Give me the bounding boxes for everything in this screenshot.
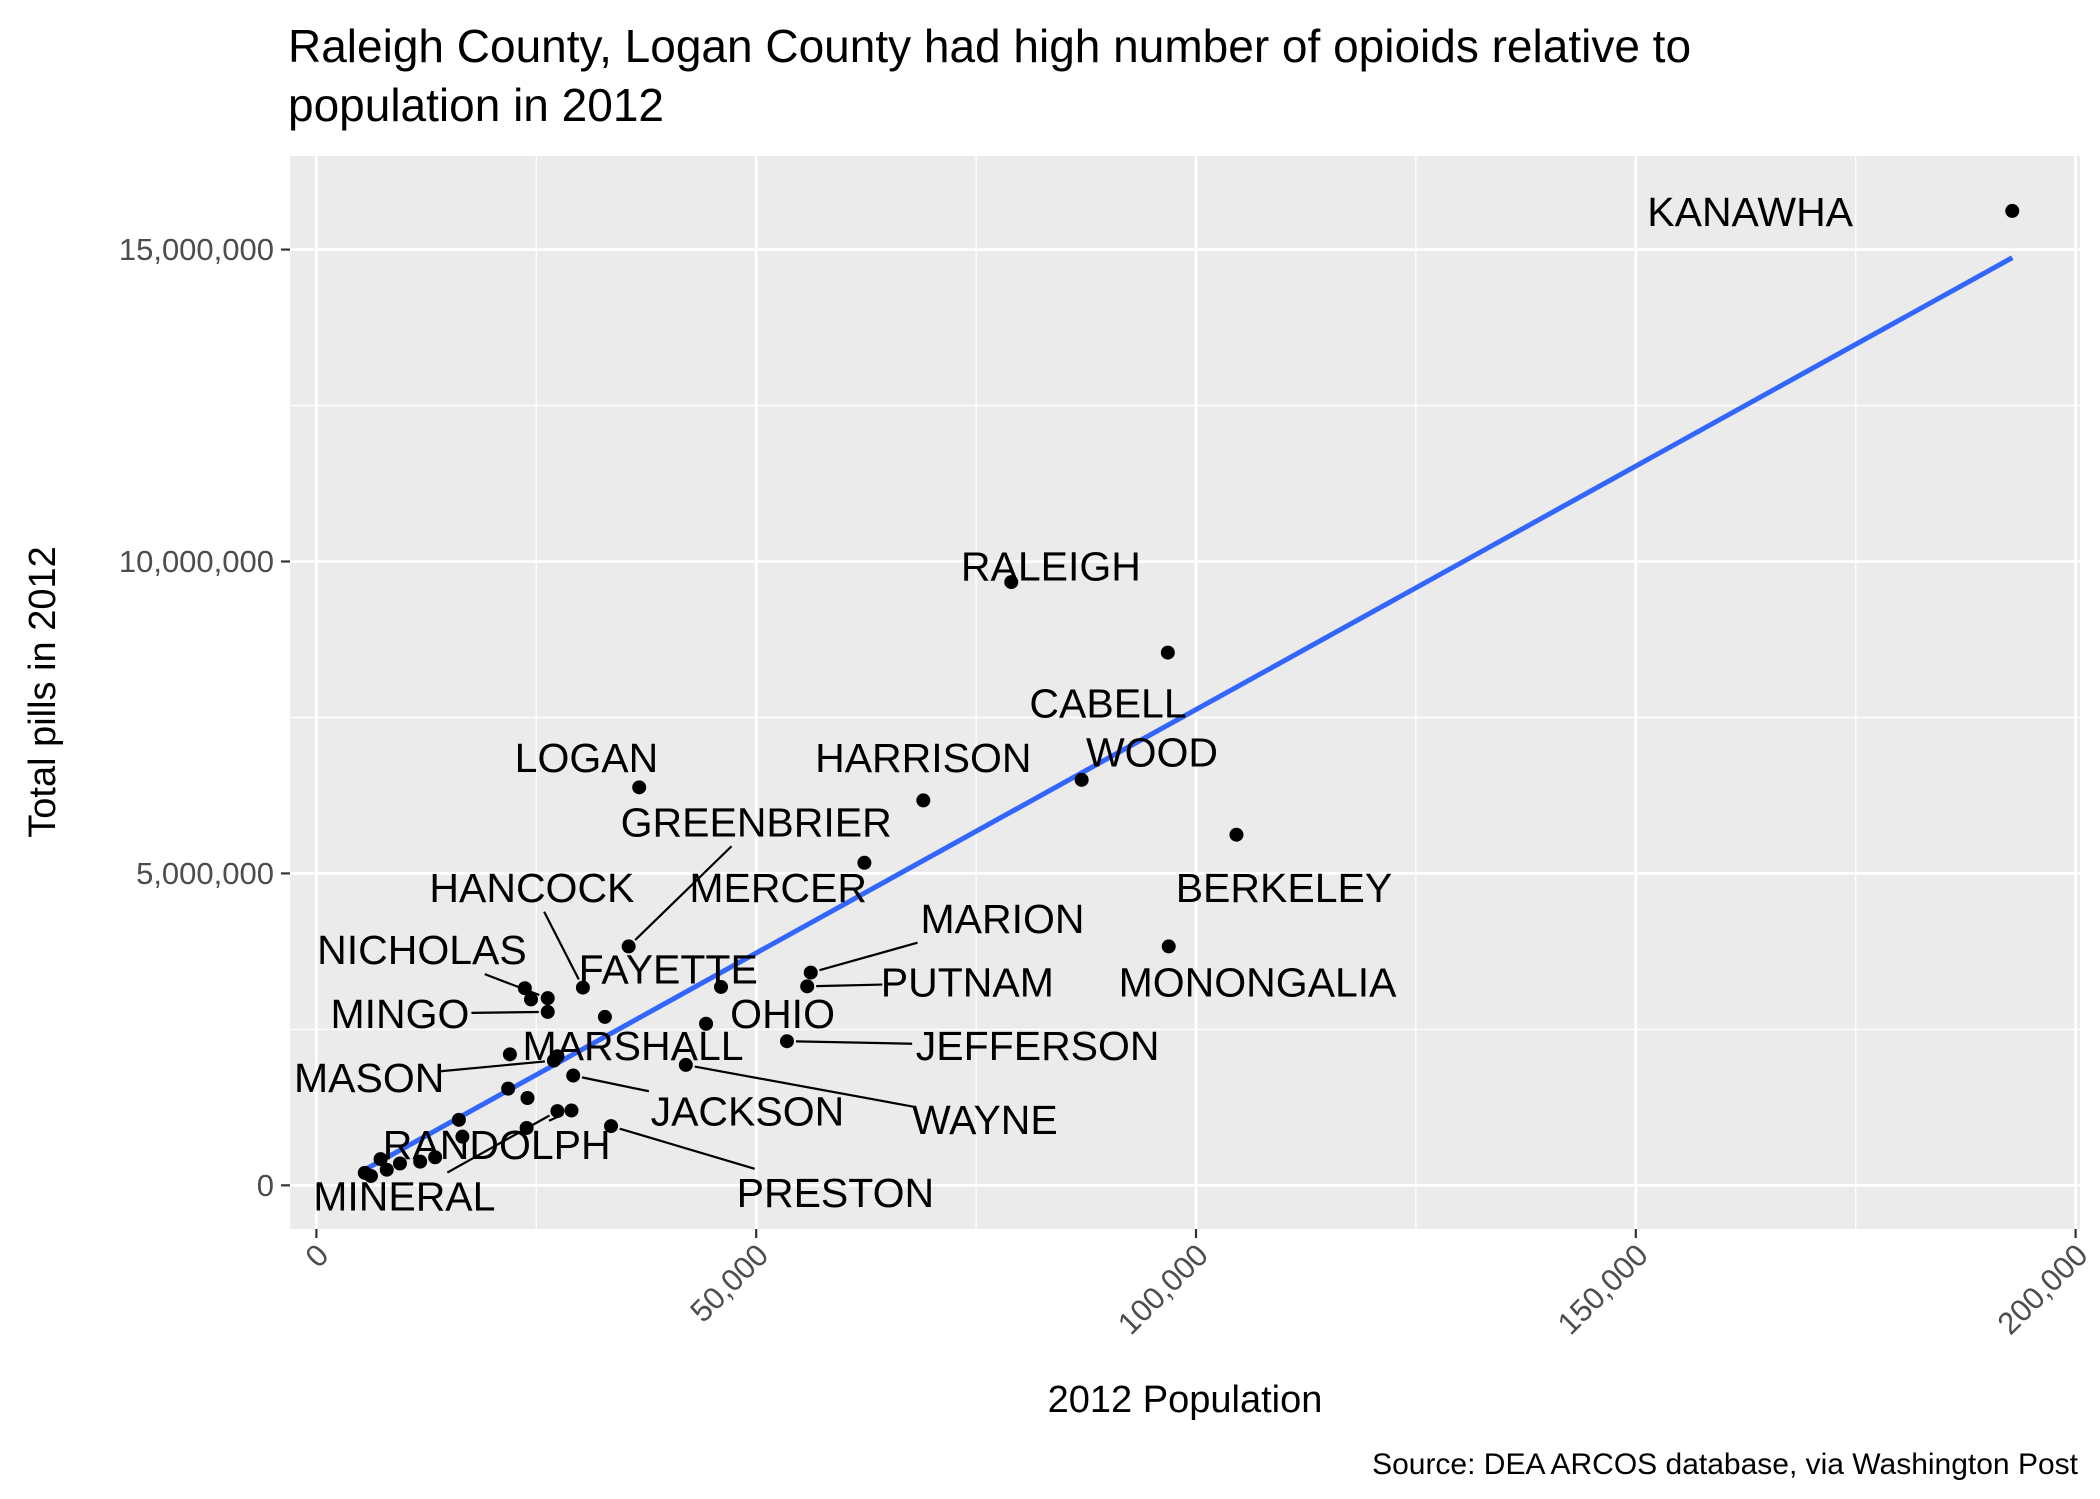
data-point xyxy=(566,1068,581,1083)
x-tick-label: 0 xyxy=(298,1237,335,1274)
point-label-cabell: CABELL xyxy=(1029,681,1186,727)
label-connector xyxy=(694,1065,914,1108)
label-connector xyxy=(543,911,580,981)
point-label-preston: PRESTON xyxy=(737,1170,934,1216)
y-tick-label: 5,000,000 xyxy=(136,856,274,891)
point-label-ohio: OHIO xyxy=(730,991,835,1037)
label-connector xyxy=(471,1010,539,1014)
data-point xyxy=(779,1034,794,1049)
x-tick-label: 150,000 xyxy=(1551,1237,1655,1341)
chart-title-line-2: population in 2012 xyxy=(288,79,664,131)
point-label-jackson: JACKSON xyxy=(651,1089,845,1135)
data-point xyxy=(392,1156,407,1171)
grid-lines xyxy=(290,156,2080,1229)
point-label-logan: LOGAN xyxy=(515,735,659,781)
data-point xyxy=(800,979,815,994)
x-axis-ticks: 0 50,000 100,000 150,000 200,000 xyxy=(298,1229,2095,1341)
label-connector xyxy=(440,1060,546,1073)
point-label-jefferson: JEFFERSON xyxy=(916,1023,1160,1069)
data-point xyxy=(1074,772,1089,787)
point-label-marion: MARION xyxy=(920,896,1084,942)
point-label-mineral: MINERAL xyxy=(313,1174,495,1220)
x-axis-title: 2012 Population xyxy=(1048,1379,1323,1421)
data-point xyxy=(564,1103,579,1118)
data-point xyxy=(373,1152,388,1167)
data-point xyxy=(451,1112,466,1127)
trend-line xyxy=(363,255,2014,1172)
y-tick-label: 0 xyxy=(257,1168,274,1203)
data-point xyxy=(597,1009,612,1024)
data-point xyxy=(519,1120,534,1135)
label-connector xyxy=(619,1127,756,1170)
data-point xyxy=(1229,827,1244,842)
x-tick-label: 100,000 xyxy=(1111,1237,1215,1341)
chart-caption: Source: DEA ARCOS database, via Washingt… xyxy=(1372,1448,2079,1481)
data-point xyxy=(546,1053,561,1068)
point-label-randolph: RANDOLPH xyxy=(383,1122,611,1168)
point-label-harrison: HARRISON xyxy=(815,735,1031,781)
point-label-mercer: MERCER xyxy=(689,865,867,911)
data-point xyxy=(575,980,590,995)
data-point xyxy=(1004,575,1019,590)
point-label-berkeley: BERKELEY xyxy=(1176,865,1393,911)
point-label-raleigh: RALEIGH xyxy=(961,543,1141,589)
data-point xyxy=(632,780,647,795)
point-label-kanawha: KANAWHA xyxy=(1647,189,1853,235)
data-point xyxy=(803,965,818,980)
point-label-marshall: MARSHALL xyxy=(523,1023,744,1069)
label-connector xyxy=(819,941,918,972)
label-connectors xyxy=(440,845,918,1174)
data-point xyxy=(502,1047,517,1062)
y-axis-title: Total pills in 2012 xyxy=(22,546,64,838)
point-label-greenbrier: GREENBRIER xyxy=(621,799,892,845)
data-point xyxy=(428,1150,443,1165)
y-tick-label: 10,000,000 xyxy=(119,544,274,579)
data-point xyxy=(517,981,532,996)
data-point xyxy=(2005,203,2020,218)
y-tick-label: 15,000,000 xyxy=(119,232,274,267)
data-point xyxy=(357,1165,372,1180)
data-point xyxy=(621,939,636,954)
point-label-monongalia: MONONGALIA xyxy=(1119,960,1398,1006)
point-label-wayne: WAYNE xyxy=(912,1097,1058,1143)
label-connector xyxy=(795,1040,913,1045)
point-label-mason: MASON xyxy=(294,1055,444,1101)
point-label-putnam: PUTNAM xyxy=(881,960,1054,1006)
x-tick-label: 200,000 xyxy=(1991,1237,2095,1341)
point-label-wood: WOOD xyxy=(1086,729,1218,775)
data-point xyxy=(550,1104,565,1119)
data-point xyxy=(857,855,872,870)
point-label-nicholas: NICHOLAS xyxy=(317,927,527,973)
label-connector xyxy=(816,983,883,988)
data-point xyxy=(678,1057,693,1072)
point-label-hancock: HANCOCK xyxy=(429,865,634,911)
label-connector xyxy=(634,845,733,941)
chart-title-line-1: Raleigh County, Logan County had high nu… xyxy=(288,20,1691,72)
point-label-mingo: MINGO xyxy=(330,991,469,1037)
data-point xyxy=(379,1162,394,1177)
data-point xyxy=(916,793,931,808)
data-point xyxy=(524,992,539,1007)
data-point xyxy=(714,979,729,994)
data-points xyxy=(357,203,2020,1183)
y-axis-ticks: 0 5,000,000 10,000,000 15,000,000 xyxy=(119,232,290,1203)
data-point xyxy=(699,1016,714,1031)
data-point xyxy=(1160,645,1175,660)
data-point xyxy=(540,1004,555,1019)
data-point xyxy=(413,1154,428,1169)
data-point xyxy=(604,1119,619,1134)
data-point xyxy=(455,1129,470,1144)
plot-panel xyxy=(290,156,2080,1229)
x-tick-label: 50,000 xyxy=(683,1237,775,1329)
data-point xyxy=(520,1090,535,1105)
data-point xyxy=(1161,939,1176,954)
data-point xyxy=(540,991,555,1006)
point-label-fayette: FAYETTE xyxy=(579,946,758,992)
data-point xyxy=(501,1081,516,1096)
label-connector xyxy=(581,1076,650,1093)
